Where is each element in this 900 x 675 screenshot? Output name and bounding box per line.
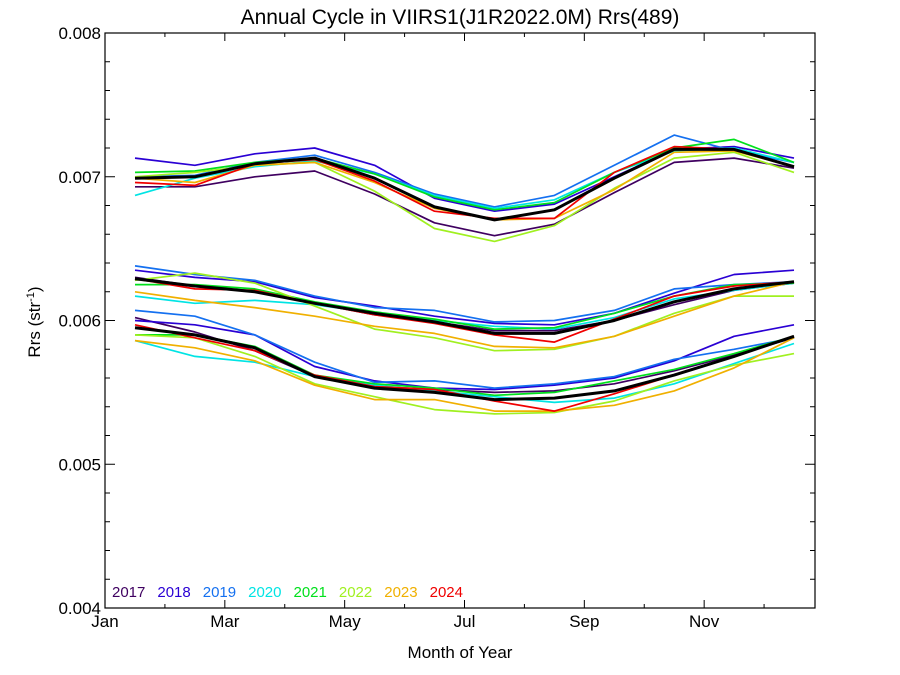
x-tick-label-1: Mar	[210, 612, 240, 631]
x-tick-label-5: Nov	[689, 612, 720, 631]
series-line-2017-group-0	[135, 157, 795, 237]
legend-entry-2023: 2023	[384, 584, 417, 601]
series-line-2019-group-1	[134, 265, 795, 323]
legend-entry-2022: 2022	[339, 584, 372, 601]
series-line-2020-group-2	[134, 339, 795, 404]
y-tick-label-4: 0.008	[58, 24, 101, 43]
y-tick-label-2: 0.006	[58, 312, 101, 331]
chart-title: Annual Cycle in VIIRS1(J1R2022.0M) Rrs(4…	[241, 6, 680, 29]
series-line-mean-group-2	[134, 326, 795, 402]
legend-entry-2024: 2024	[430, 584, 463, 601]
y-axis-label: Rrs (str-1)	[25, 286, 44, 357]
series-line-mean-group-1	[134, 277, 795, 335]
series-line-2023-group-1	[134, 280, 795, 349]
x-tick-label-0: Jan	[91, 612, 118, 631]
y-tick-label-0: 0.004	[58, 599, 101, 618]
x-tick-label-3: Jul	[454, 612, 476, 631]
legend-entry-2019: 2019	[203, 584, 236, 601]
y-axis-label-sup: -1	[25, 292, 37, 302]
legend-entry-2020: 2020	[248, 584, 281, 601]
series-layer	[134, 134, 795, 415]
series-line-mean-group-0	[134, 147, 795, 222]
legend-entry-2018: 2018	[157, 584, 190, 601]
y-tick-label-1: 0.005	[58, 455, 101, 474]
y-axis-label-main: Rrs (str	[25, 302, 44, 358]
x-tick-label-4: Sep	[569, 612, 599, 631]
y-axis-label-close: )	[25, 286, 44, 292]
legend-entry-2021: 2021	[294, 584, 327, 601]
series-line-2019-group-2	[134, 309, 795, 389]
x-tick-label-2: May	[329, 612, 362, 631]
y-tick-label-3: 0.007	[58, 168, 101, 187]
legend-entry-2017: 2017	[112, 584, 145, 601]
series-line-2018-group-2	[134, 319, 795, 391]
series-line-2023-group-2	[134, 337, 795, 412]
legend: 2017 2018 2019 2020 2021 2022 2023 2024	[112, 584, 463, 601]
series-line-2022-group-1	[134, 272, 794, 352]
tick-layer: Jan Mar May Jul Sep Nov 0.004 0.005 0.006 0.007 0.…	[58, 24, 815, 631]
x-axis-label: Month of Year	[408, 643, 513, 662]
series-line-2022-group-2	[134, 334, 795, 415]
